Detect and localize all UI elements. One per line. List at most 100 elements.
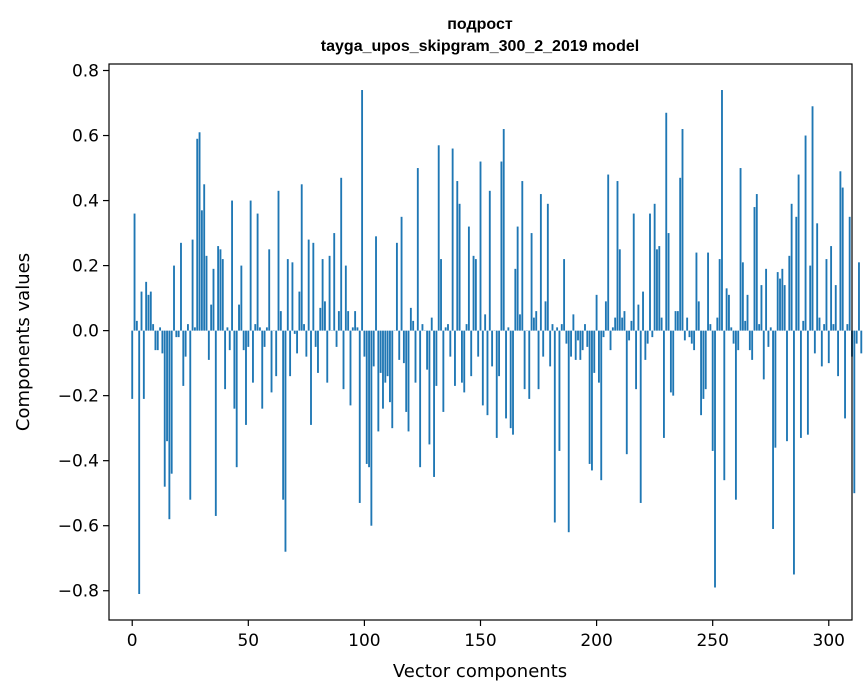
y-axis-label: Components values (13, 253, 34, 431)
bar-235 (676, 311, 679, 331)
bar-307 (844, 330, 846, 419)
bar-282 (786, 330, 788, 442)
bar-134 (442, 330, 445, 412)
bar-208 (614, 317, 617, 331)
bar-59 (268, 249, 271, 331)
bar-100 (363, 330, 366, 357)
bar-190 (572, 314, 575, 331)
bar-300 (827, 330, 830, 364)
bar-299 (825, 259, 828, 331)
bar-11 (156, 330, 159, 351)
bar-45 (235, 330, 238, 468)
bar-42 (228, 330, 231, 351)
bar-193 (579, 330, 582, 360)
bar-313 (858, 262, 860, 331)
bar-246 (702, 330, 705, 399)
bar-177 (542, 330, 545, 357)
bar-135 (444, 327, 447, 331)
bar-58 (265, 327, 268, 331)
bar-154 (488, 190, 491, 331)
bar-55 (258, 327, 261, 331)
bar-96 (354, 311, 357, 331)
bar-64 (279, 311, 282, 331)
bar-303 (834, 285, 837, 331)
x-tick-label: 0 (127, 631, 138, 651)
bar-31 (203, 184, 206, 331)
bar-56 (261, 330, 264, 409)
bar-223 (649, 213, 651, 331)
bar-83 (324, 301, 326, 331)
bar-116 (400, 216, 403, 331)
bar-160 (502, 129, 505, 331)
bar-216 (632, 213, 635, 331)
bar-94 (349, 330, 352, 406)
x-axis-ticks: 0 50 100 150 200 250 300 (127, 620, 845, 651)
bar-89 (337, 311, 340, 331)
bar-275 (769, 327, 772, 331)
bar-260 (734, 330, 737, 500)
bar-14 (163, 330, 166, 487)
bar-249 (709, 324, 712, 331)
bar-187 (565, 330, 568, 344)
bar-167 (519, 314, 521, 331)
bar-79 (314, 330, 317, 347)
bar-288 (799, 330, 802, 438)
bar-51 (249, 200, 252, 331)
bar-22 (182, 330, 185, 386)
bar-210 (618, 249, 621, 331)
bar-26 (191, 239, 194, 331)
bar-152 (484, 314, 487, 331)
bar-314 (860, 330, 863, 354)
bar-38 (219, 249, 222, 331)
bar-185 (560, 324, 563, 331)
bar-75 (305, 330, 308, 357)
bar-311 (853, 330, 856, 494)
bar-186 (563, 259, 566, 331)
bar-46 (238, 304, 240, 331)
bar-110 (386, 330, 389, 377)
bar-254 (721, 90, 723, 331)
bar-37 (217, 246, 220, 331)
bar-90 (340, 177, 343, 331)
bar-178 (544, 301, 547, 331)
x-tick-label: 150 (464, 631, 496, 651)
bar-53 (254, 324, 257, 331)
y-tick-label: 0.4 (72, 192, 99, 212)
bar-115 (398, 330, 401, 360)
bar-298 (823, 324, 826, 331)
bar-95 (351, 327, 354, 331)
x-tick-label: 300 (813, 631, 845, 651)
bar-176 (539, 194, 542, 331)
bar-229 (663, 330, 665, 438)
bar-18 (173, 265, 175, 331)
bar-227 (658, 246, 661, 331)
bar-221 (644, 330, 647, 360)
bar-264 (744, 320, 747, 331)
bar-232 (669, 330, 672, 393)
bar-236 (679, 177, 682, 331)
bar-125 (421, 324, 424, 331)
bar-169 (523, 330, 526, 390)
bar-109 (384, 330, 387, 383)
bar-205 (607, 174, 610, 331)
bar-165 (514, 268, 517, 331)
bar-231 (667, 233, 670, 331)
bar-130 (433, 330, 435, 477)
bar-39 (221, 259, 224, 331)
bar-278 (776, 272, 779, 331)
bar-211 (621, 317, 624, 331)
bar-276 (772, 330, 774, 529)
bar-24 (187, 324, 189, 331)
bar-286 (795, 216, 798, 331)
bar-294 (813, 330, 816, 354)
bar-251 (714, 330, 716, 588)
bar-137 (449, 330, 452, 357)
bar-273 (765, 268, 768, 331)
bar-93 (347, 311, 350, 331)
bar-70 (293, 330, 296, 334)
bar-114 (395, 242, 398, 331)
bar-48 (242, 330, 245, 351)
bar-198 (591, 330, 593, 471)
bar-188 (567, 330, 570, 533)
bar-267 (751, 330, 754, 360)
